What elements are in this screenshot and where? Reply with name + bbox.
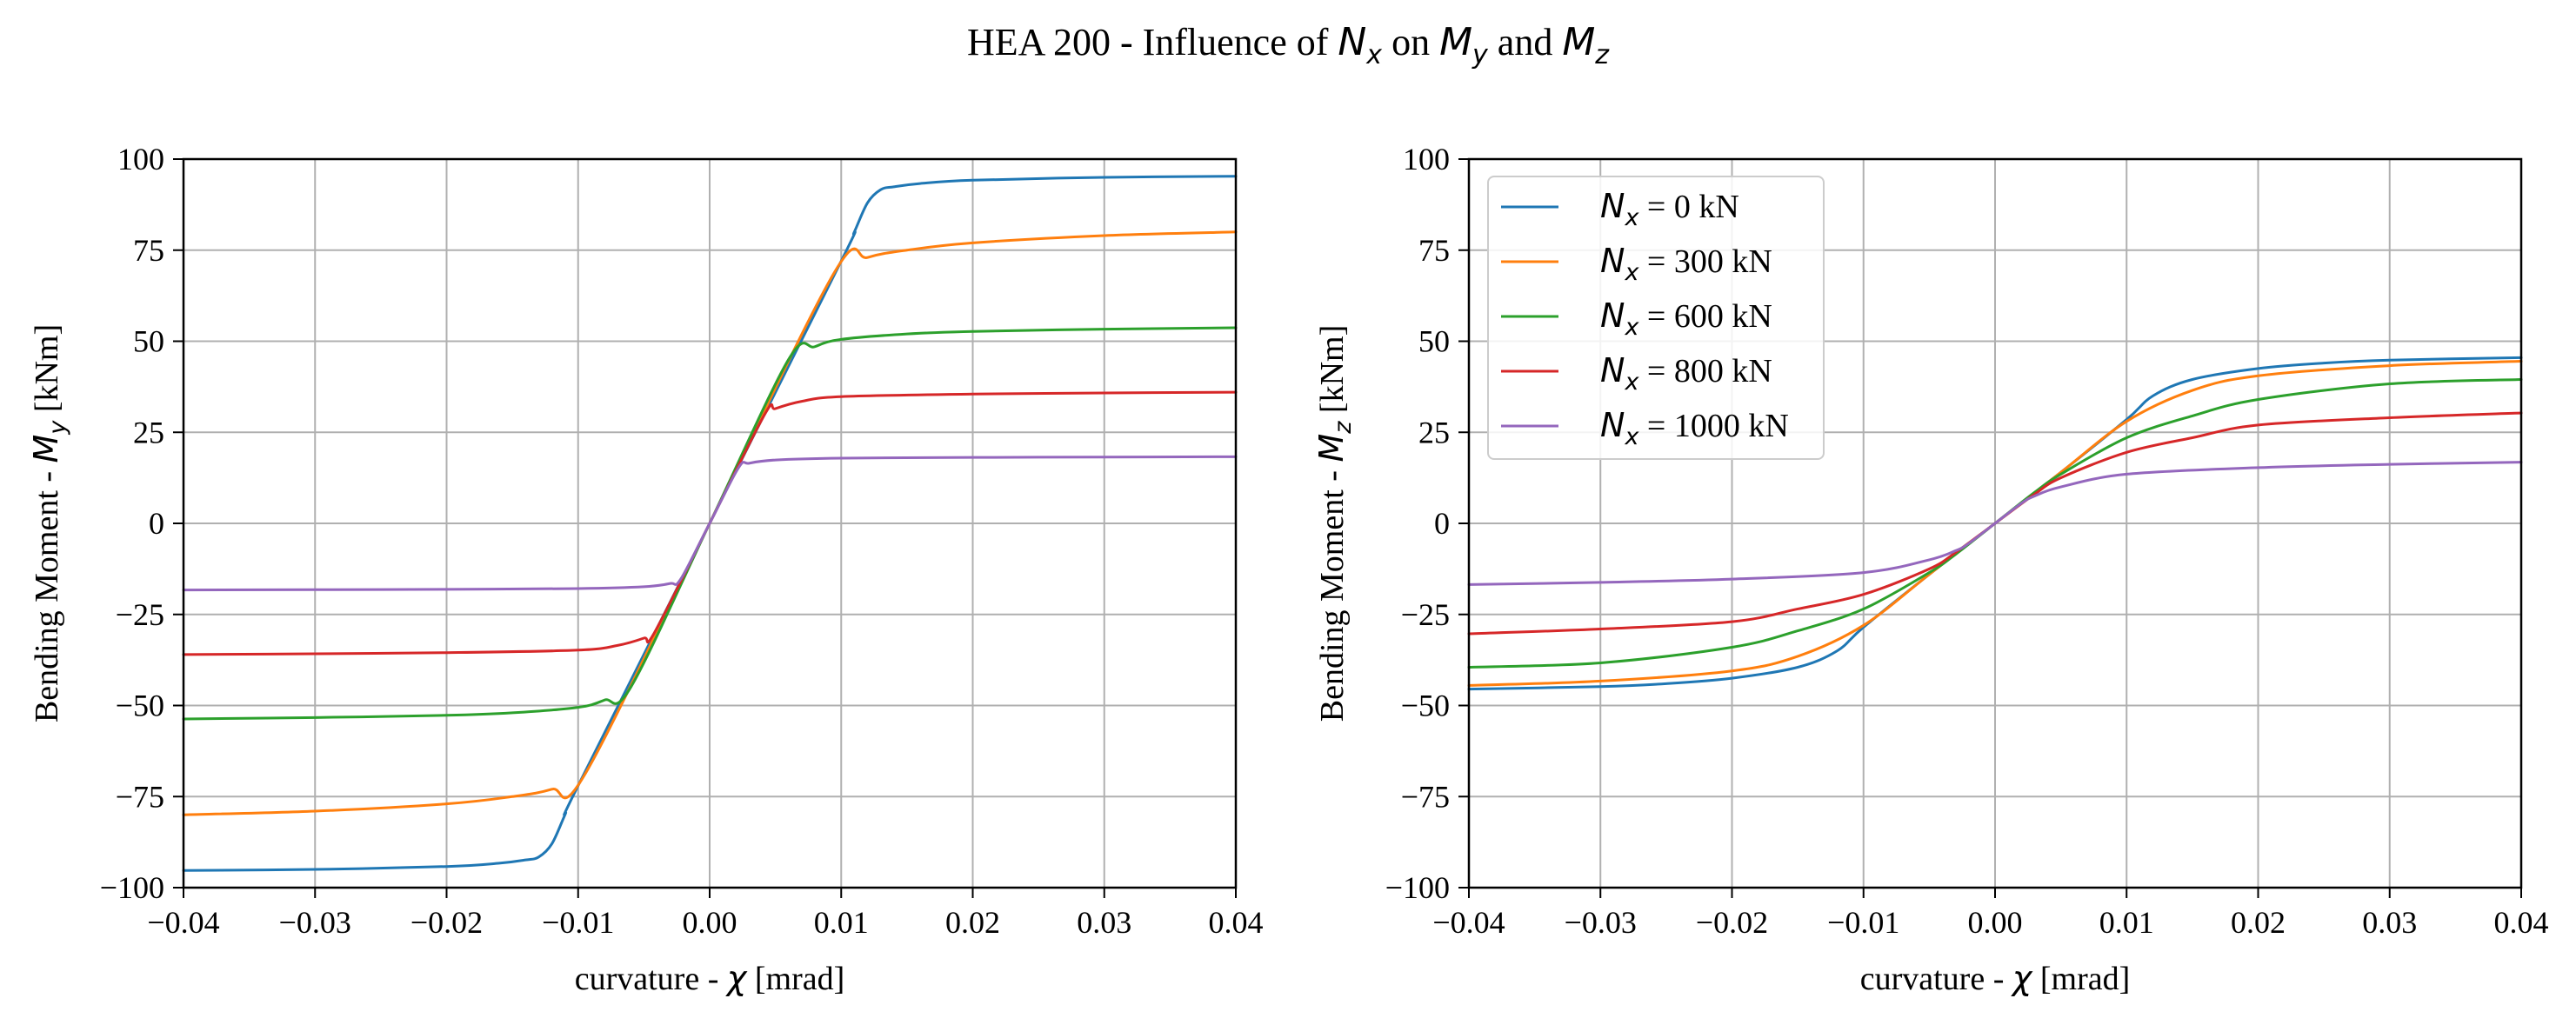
- mz-plot-ticks: −0.04 −0.03 −0.02 −0.01 0.00 0.01 0.02 0.03 0.04…: [1385, 142, 2549, 940]
- mz-plot-xtick-label-2: −0.02: [1696, 905, 1768, 940]
- mz-plot-ytick-label-7: 75: [1418, 233, 1450, 268]
- legend-label-3: Nx = 800 kN: [1600, 351, 1772, 396]
- mz-plot-ytick-label-2: −50: [1401, 689, 1450, 723]
- legend-label-4: Nx = 1000 kN: [1600, 406, 1789, 450]
- my-plot-xtick-label-1: −0.03: [279, 905, 351, 940]
- mz-plot-xlabel: curvature - χ [mrad]: [1860, 959, 2131, 997]
- mz-plot-ytick-label-8: 100: [1403, 142, 1450, 176]
- mz-plot-xtick-label-1: −0.03: [1565, 905, 1637, 940]
- my-plot-xtick-label-8: 0.04: [1209, 905, 1264, 940]
- my-plot-ticks: −0.04 −0.03 −0.02 −0.01 0.00 0.01 0.02 0.03 0.04…: [100, 142, 1264, 940]
- my-plot-xtick-label-3: −0.01: [542, 905, 614, 940]
- figure-title: HEA 200 - Influence of Nx on My and Mz: [967, 20, 1610, 70]
- my-plot: −0.04 −0.03 −0.02 −0.01 0.00 0.01 0.02 0.03 0.04…: [27, 142, 1264, 997]
- mz-plot-ytick-label-3: −25: [1401, 597, 1450, 632]
- mz-plot-ytick-label-6: 50: [1418, 324, 1450, 359]
- my-plot-xtick-label-2: −0.02: [410, 905, 483, 940]
- mz-plot-xtick-label-3: −0.01: [1827, 905, 1899, 940]
- my-plot-series-nx-1000: [182, 455, 1238, 592]
- mz-plot-ytick-label-0: −100: [1385, 870, 1450, 905]
- legend: Nx = 0 kN Nx = 300 kN Nx = 600 kN Nx = 800 …: [1487, 176, 1825, 460]
- my-plot-xlabel: curvature - χ [mrad]: [575, 959, 845, 997]
- mz-plot: −0.04 −0.03 −0.02 −0.01 0.00 0.01 0.02 0.03 0.04…: [1312, 142, 2549, 997]
- my-plot-xtick-label-7: 0.03: [1077, 905, 1131, 940]
- my-plot-ytick-label-0: −100: [100, 870, 164, 905]
- legend-label-2: Nx = 600 kN: [1600, 296, 1772, 341]
- mz-plot-ytick-label-4: 0: [1434, 506, 1450, 541]
- my-plot-ytick-label-2: −50: [116, 689, 164, 723]
- my-plot-series: [182, 175, 1238, 872]
- legend-label-1: Nx = 300 kN: [1600, 242, 1772, 286]
- mz-plot-ylabel: Bending Moment - Mz [kNm]: [1312, 325, 1357, 722]
- mz-plot-series-nx-1000: [1467, 461, 2523, 586]
- legend-items: Nx = 0 kN Nx = 300 kN Nx = 600 kN Nx = 800 …: [1501, 187, 1789, 450]
- my-plot-xtick-label-4: 0.00: [683, 905, 737, 940]
- mz-plot-xtick-label-5: 0.01: [2099, 905, 2154, 940]
- mz-plot-ytick-label-5: 25: [1418, 415, 1450, 449]
- my-plot-xtick-label-5: 0.01: [814, 905, 869, 940]
- my-plot-ytick-label-6: 50: [133, 324, 164, 359]
- my-plot-ytick-label-1: −75: [116, 779, 164, 814]
- my-plot-ytick-label-4: 0: [149, 506, 164, 541]
- my-plot-ytick-label-3: −25: [116, 597, 164, 632]
- my-plot-ytick-label-7: 75: [133, 233, 164, 268]
- mz-plot-xtick-label-4: 0.00: [1968, 905, 2023, 940]
- mz-plot-xtick-label-7: 0.03: [2362, 905, 2417, 940]
- mz-plot-xtick-label-0: −0.04: [1432, 905, 1505, 940]
- mz-plot-xtick-label-6: 0.02: [2231, 905, 2286, 940]
- mz-plot-xtick-label-8: 0.04: [2494, 905, 2549, 940]
- my-plot-ytick-label-5: 25: [133, 415, 164, 449]
- my-plot-xtick-label-6: 0.02: [945, 905, 1000, 940]
- my-plot-ylabel: Bending Moment - My [kNm]: [27, 324, 71, 722]
- my-plot-xtick-label-0: −0.04: [147, 905, 219, 940]
- mz-plot-ytick-label-1: −75: [1401, 779, 1450, 814]
- my-plot-ytick-label-8: 100: [117, 142, 164, 176]
- legend-label-0: Nx = 0 kN: [1600, 187, 1739, 231]
- legend-box: [1487, 176, 1825, 460]
- mz-plot-series: [1467, 356, 2523, 691]
